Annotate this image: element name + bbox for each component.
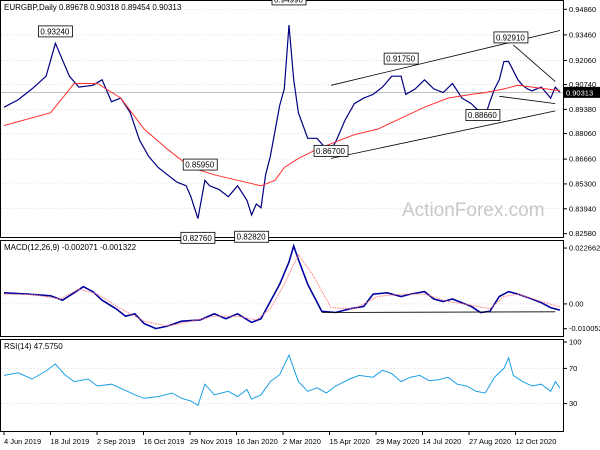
trendline [499, 95, 556, 104]
signal-line [3, 253, 561, 327]
watermark: ActionForex.com [402, 200, 545, 221]
macd-title: MACD(12,26,9) -0.002071 -0.001322 [4, 243, 137, 252]
x-tick-label: 29 Nov 2019 [190, 437, 233, 446]
annotation-box [271, 0, 307, 6]
trendline [321, 311, 556, 313]
y-tick-label: 100 [569, 338, 582, 347]
y-tick-label: 0.83940 [569, 204, 596, 213]
trendline [331, 110, 556, 159]
y-tick-label: 0.92060 [569, 56, 596, 65]
price-series-line [3, 24, 561, 219]
moving-average-line [3, 83, 561, 187]
annotation-label: 0.82760 [183, 234, 212, 243]
y-tick-label: 0.94860 [569, 5, 596, 14]
rsi-title: RSI(14) 47.5750 [4, 342, 63, 351]
y-tick-label: 30 [569, 399, 577, 408]
x-tick-label: 18 Jul 2019 [51, 437, 90, 446]
annotation-box [234, 230, 270, 243]
x-tick-label: 4 Jun 2019 [4, 437, 41, 446]
annotation-box [182, 158, 218, 171]
annotation-label: 0.94990 [274, 0, 303, 4]
x-tick-label: 15 Apr 2020 [330, 437, 370, 446]
macd-y-axis-ticks: 0.022662 0.00 -0.010052 [563, 244, 600, 333]
annotation-box [383, 52, 419, 65]
annotation-box [493, 31, 529, 44]
price-gridlines [1, 9, 563, 234]
rsi-gridlines [1, 368, 563, 404]
rsi-panel [0, 339, 564, 432]
rsi-line [3, 353, 561, 407]
x-tick-label: 29 May 2020 [376, 437, 419, 446]
x-tick-label: 12 Oct 2020 [516, 437, 557, 446]
annotation-label: 0.92910 [496, 33, 525, 42]
y-tick-label: 0.85300 [569, 179, 596, 188]
y-tick-label: 0.89380 [569, 105, 596, 114]
y-tick-label: 0.82580 [569, 229, 596, 238]
price-y-axis-ticks: 0.94860 0.93460 0.92060 0.90740 0.89380 0.880… [563, 5, 600, 238]
price-title: EURGBP,Daily 0.89678 0.90318 0.89454 0.9… [4, 3, 182, 12]
annotation-box [180, 231, 216, 244]
annotation-label: 0.91750 [386, 55, 415, 64]
annotation-box [465, 109, 501, 121]
annotation-label: 0.82820 [237, 233, 266, 242]
annotation-label: 0.85950 [185, 161, 214, 170]
macd-layer [1, 243, 563, 330]
x-tick-label: 16 Oct 2019 [144, 437, 185, 446]
annotation-label: 0.86700 [316, 147, 345, 156]
annotation-label: 0.93240 [40, 27, 69, 36]
y-tick-label: 0.00 [569, 299, 584, 308]
x-tick-label: 27 Aug 2020 [469, 437, 511, 446]
y-tick-label: 0.90740 [569, 80, 596, 89]
last-price-box [564, 86, 600, 98]
trendline [513, 44, 556, 82]
macd-line [3, 243, 561, 330]
y-tick-label: 0.93460 [569, 30, 596, 39]
price-annotations: 0.93240 0.94990 0.91750 0.92910 0.85950 0.867… [37, 0, 529, 244]
x-axis: 4 Jun 2019 18 Jul 2019 2 Sep 2019 16 Oct 20… [3, 431, 557, 446]
annotation-box [37, 25, 73, 38]
y-tick-label: 70 [569, 364, 577, 373]
last-price-label: 0.90313 [566, 88, 593, 97]
rsi-y-axis-ticks: 100 70 30 [563, 338, 582, 408]
x-tick-label: 16 Jan 2020 [237, 437, 278, 446]
y-tick-label: 0.88060 [569, 129, 596, 138]
x-tick-label: 2 Sep 2019 [97, 437, 135, 446]
rsi-layer [3, 353, 561, 407]
annotation-box [313, 144, 349, 157]
x-tick-label: 2 Mar 2020 [283, 437, 321, 446]
y-tick-label: 0.022662 [569, 244, 600, 253]
y-tick-label: -0.010052 [569, 324, 600, 333]
y-tick-label: 0.86660 [569, 155, 596, 164]
x-tick-label: 14 Jul 2020 [423, 437, 462, 446]
annotation-label: 0.88660 [468, 111, 497, 120]
